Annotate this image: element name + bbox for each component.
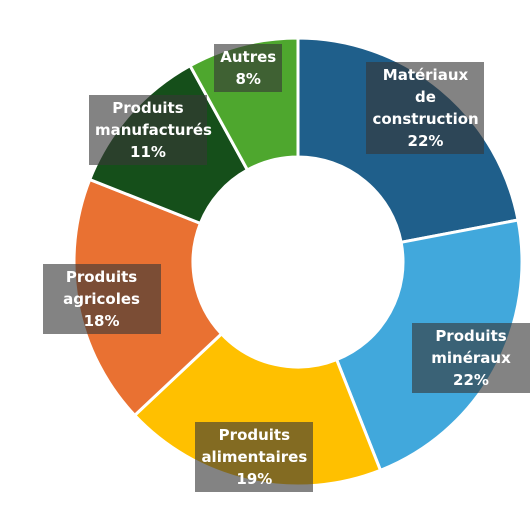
data-label: Produits manufacturés 11% [88, 94, 212, 165]
value-label: 11% [130, 142, 166, 161]
category-label: Produits minéraux [431, 327, 511, 368]
value-label: 8% [235, 70, 261, 89]
category-label: Produits alimentaires [201, 426, 308, 467]
value-label: 22% [407, 131, 444, 150]
value-label: 19% [236, 470, 273, 489]
data-label: Autres 8% [214, 44, 283, 93]
category-label: Produits agricoles [63, 268, 140, 309]
category-label: Matériaux de construction [372, 65, 479, 128]
value-label: 22% [453, 371, 489, 390]
category-label: Autres [220, 48, 277, 67]
data-label: Produits alimentaires 19% [195, 422, 314, 493]
category-label: Produits manufacturés [94, 98, 212, 139]
data-label: Produits minéraux 22% [412, 323, 530, 394]
value-label: 18% [83, 312, 120, 331]
data-label: Produits agricoles 18% [42, 264, 161, 335]
data-label: Matériaux de construction 22% [366, 61, 485, 154]
